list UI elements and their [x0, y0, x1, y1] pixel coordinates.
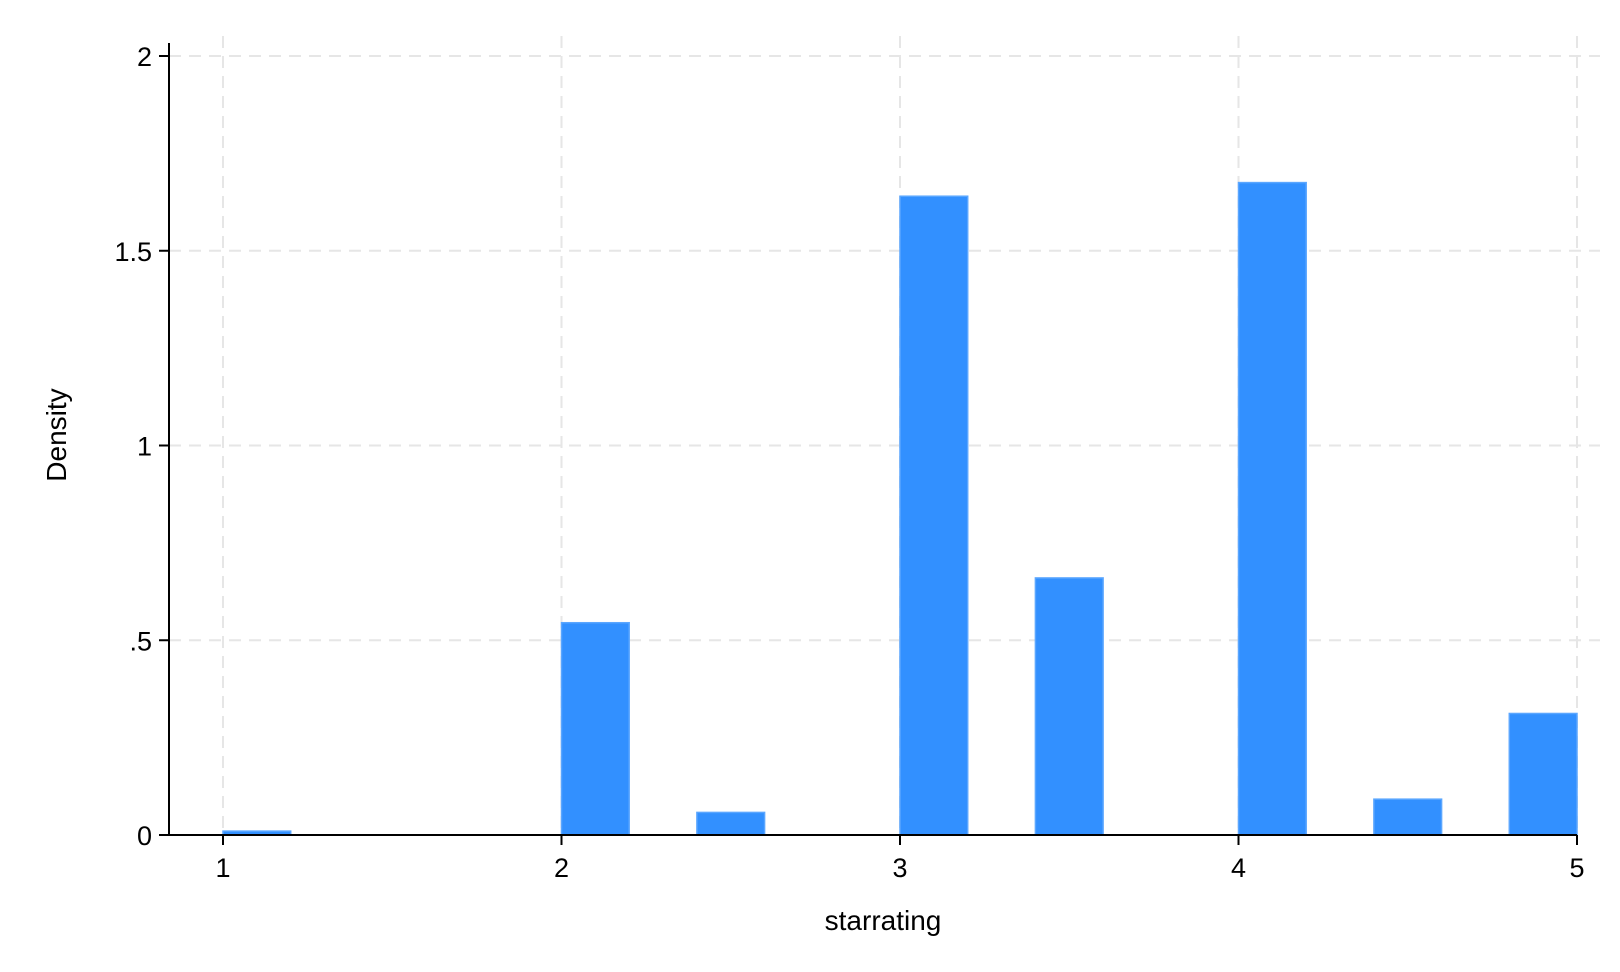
axes: [168, 43, 1577, 836]
y-axis-ticks: 0 .5 1 1.5 2: [114, 42, 169, 851]
x-tick-label-1: 1: [215, 853, 230, 883]
x-tick-label-3: 3: [892, 853, 907, 883]
y-tick-label-2: 2: [137, 42, 152, 72]
x-tick-label-5: 5: [1569, 853, 1584, 883]
histogram-bar-4: [899, 195, 969, 836]
x-axis-ticks: 1 2 3 4 5: [215, 835, 1585, 883]
histogram-bar-8: [1508, 712, 1578, 836]
histogram-bars: [222, 181, 1578, 836]
x-axis-title: starrating: [825, 905, 942, 936]
y-tick-label-.5: .5: [129, 626, 152, 656]
y-tick-label-0: 0: [137, 821, 152, 851]
histogram-bar-5: [1034, 577, 1104, 836]
y-tick-label-1: 1: [137, 432, 152, 462]
gridlines: [169, 36, 1600, 835]
x-tick-label-2: 2: [554, 853, 569, 883]
y-tick-label-1.5: 1.5: [114, 237, 152, 267]
histogram-bar-2: [560, 621, 630, 836]
y-axis-title: Density: [41, 388, 72, 481]
histogram-bar-6: [1237, 181, 1307, 836]
x-tick-label-4: 4: [1231, 853, 1246, 883]
histogram-bar-3: [696, 811, 766, 836]
histogram-bar-7: [1373, 798, 1443, 836]
